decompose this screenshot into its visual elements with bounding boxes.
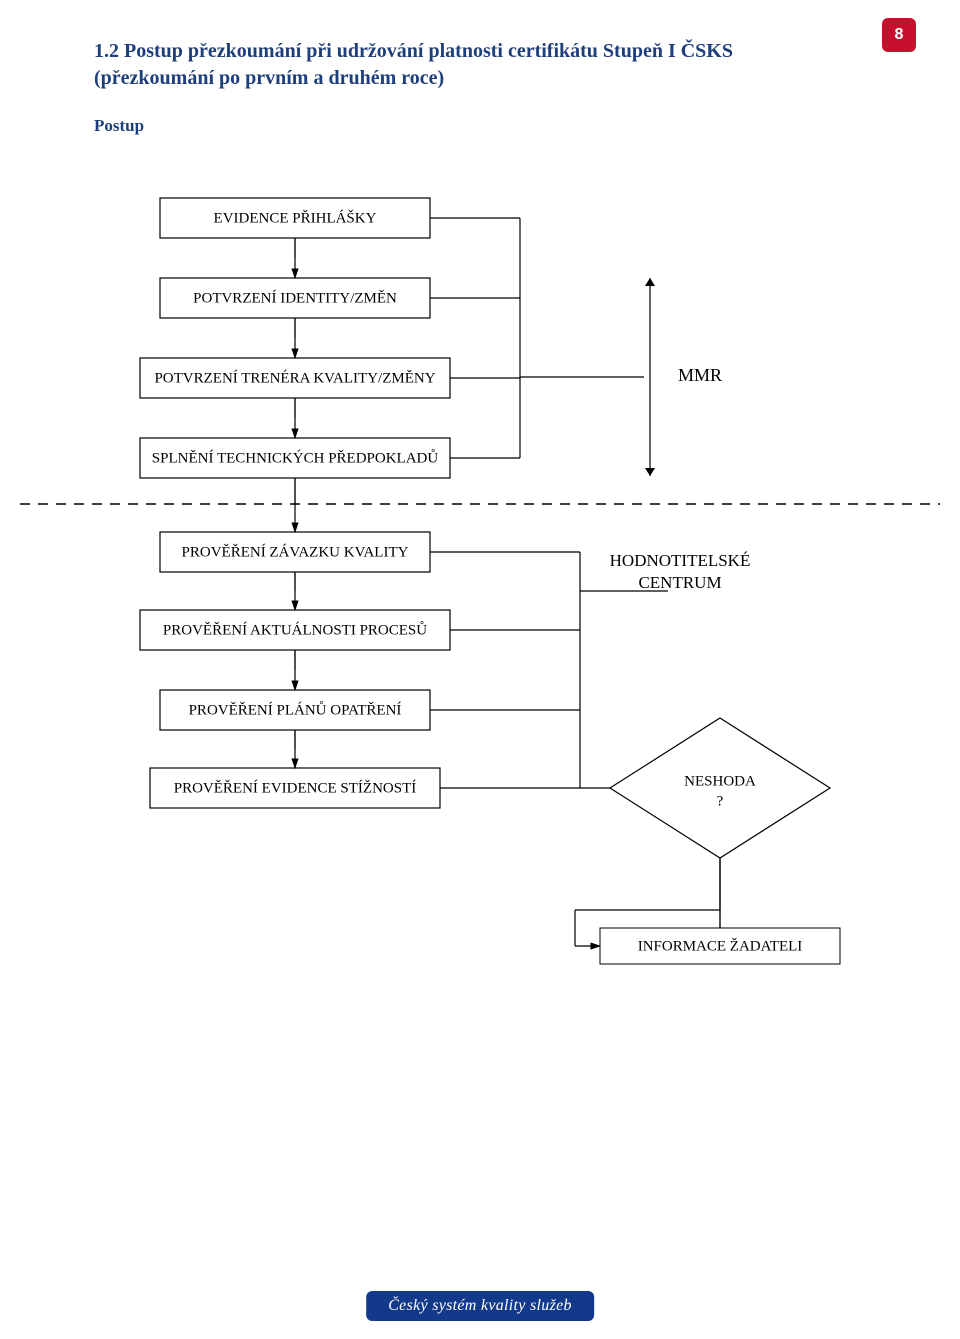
- page-number: 8: [895, 26, 904, 44]
- footer-brand: Český systém kvality služeb: [366, 1291, 594, 1321]
- svg-text:NESHODA: NESHODA: [684, 773, 756, 789]
- svg-text:PROVĚŘENÍ ZÁVAZKU KVALITY: PROVĚŘENÍ ZÁVAZKU KVALITY: [182, 543, 409, 560]
- svg-text:POTVRZENÍ IDENTITY/ZMĚN: POTVRZENÍ IDENTITY/ZMĚN: [193, 289, 397, 306]
- page-title: 1.2 Postup přezkoumání při udržování pla…: [94, 38, 794, 92]
- flowchart-svg: EVIDENCE PŘIHLÁŠKY POTVRZENÍ IDENTITY/ZMĚ…: [0, 170, 960, 1000]
- svg-text:HODNOTITELSKÉ: HODNOTITELSKÉ: [610, 551, 751, 570]
- svg-text:?: ?: [717, 793, 724, 809]
- section-subtitle: Postup: [94, 116, 144, 136]
- page-number-badge: 8: [882, 18, 916, 52]
- svg-text:PROVĚŘENÍ AKTUÁLNOSTI PROCESŮ: PROVĚŘENÍ AKTUÁLNOSTI PROCESŮ: [163, 620, 427, 638]
- svg-text:PROVĚŘENÍ PLÁNŮ OPATŘENÍ: PROVĚŘENÍ PLÁNŮ OPATŘENÍ: [189, 700, 402, 718]
- footer-brand-text: Český systém kvality služeb: [388, 1297, 572, 1314]
- svg-text:SPLNĚNÍ TECHNICKÝCH PŘEDPOKLAD: SPLNĚNÍ TECHNICKÝCH PŘEDPOKLADŮ: [152, 448, 439, 466]
- svg-text:EVIDENCE PŘIHLÁŠKY: EVIDENCE PŘIHLÁŠKY: [214, 209, 377, 226]
- svg-text:POTVRZENÍ TRENÉRA KVALITY/ZMĚN: POTVRZENÍ TRENÉRA KVALITY/ZMĚNY: [154, 369, 435, 386]
- svg-text:CENTRUM: CENTRUM: [638, 573, 721, 592]
- svg-text:MMR: MMR: [678, 365, 722, 385]
- svg-text:INFORMACE ŽADATELI: INFORMACE ŽADATELI: [638, 937, 803, 954]
- flowchart-container: EVIDENCE PŘIHLÁŠKY POTVRZENÍ IDENTITY/ZMĚ…: [0, 170, 960, 1000]
- svg-text:PROVĚŘENÍ EVIDENCE STÍŽNOSTÍ: PROVĚŘENÍ EVIDENCE STÍŽNOSTÍ: [174, 779, 416, 796]
